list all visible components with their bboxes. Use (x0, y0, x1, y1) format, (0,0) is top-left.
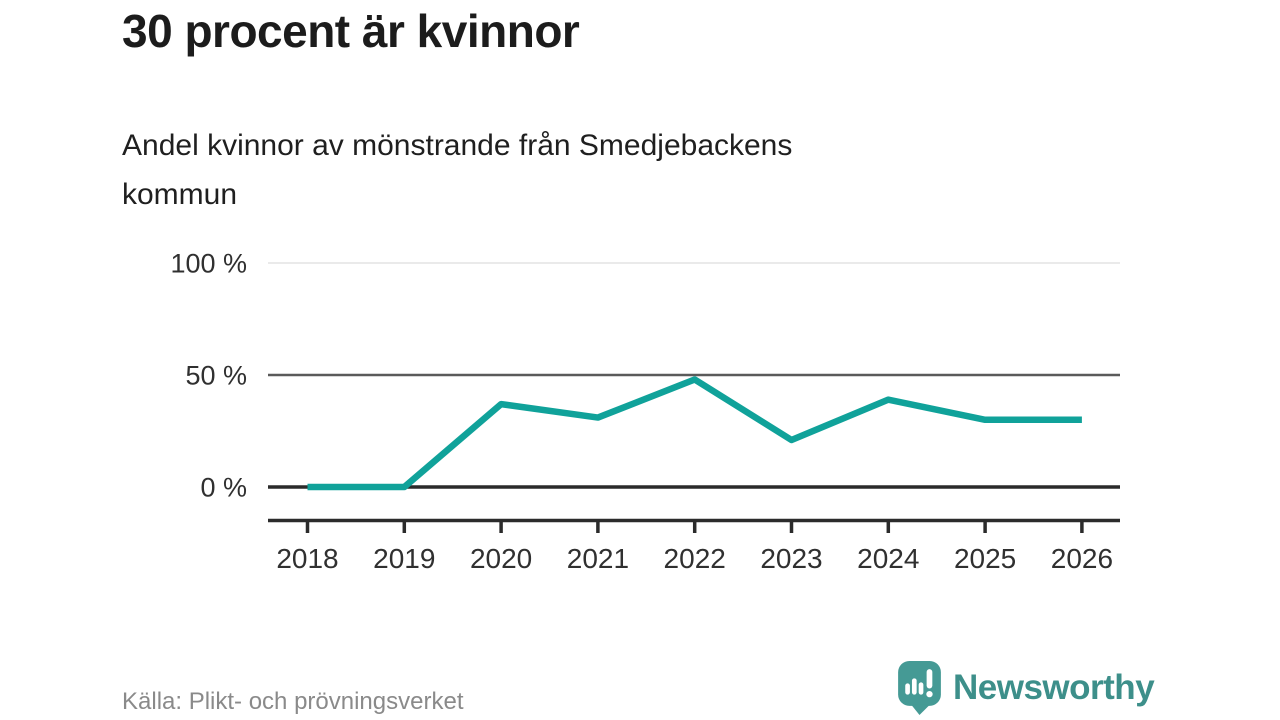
y-tick-label-100: 100 % (170, 249, 247, 279)
x-tick-label-2020: 2020 (470, 543, 532, 574)
y-tick-label-50: 50 % (185, 361, 247, 391)
newsworthy-logo-icon (898, 661, 941, 715)
chart-title: 30 procent är kvinnor (122, 5, 580, 57)
newsworthy-wordmark: Newsworthy (953, 667, 1155, 707)
logo-bar-3 (918, 682, 924, 695)
x-tick-label-2021: 2021 (567, 543, 629, 574)
chart-subtitle-line-2: kommun (122, 178, 238, 211)
logo-bar-2 (911, 678, 917, 695)
x-tick-label-2022: 2022 (664, 543, 726, 574)
logo-speech-bubble-tail (911, 704, 930, 715)
logo-bar-1 (905, 683, 910, 695)
x-tick-label-2024: 2024 (857, 543, 919, 574)
x-tick-label-2025: 2025 (954, 543, 1016, 574)
logo-exclamation-stem (926, 669, 933, 689)
x-tick-label-2018: 2018 (276, 543, 338, 574)
newsworthy-logo[interactable]: Newsworthy (897, 660, 1155, 715)
chart-subtitle: Andel kvinnor av mönstrande från Smedjeb… (122, 121, 792, 219)
x-tick-label-2026: 2026 (1051, 543, 1113, 574)
data-line-andel-kvinnor-av-m-nstrande (307, 376, 1082, 491)
source-attribution: Källa: Plikt- och prövningsverket (122, 688, 464, 715)
y-tick-label-0: 0 % (200, 473, 247, 503)
chart-subtitle-line-1: Andel kvinnor av mönstrande från Smedjeb… (122, 129, 793, 162)
x-tick-label-2023: 2023 (760, 543, 822, 574)
x-tick-label-2019: 2019 (373, 543, 435, 574)
logo-exclamation-dot (926, 690, 933, 698)
